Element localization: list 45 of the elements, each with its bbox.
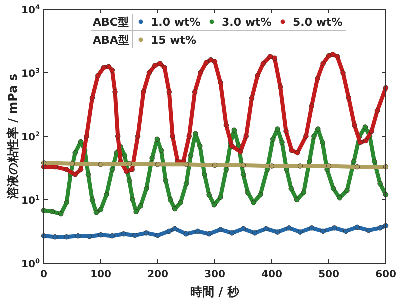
point: [110, 234, 115, 239]
point: [378, 226, 383, 231]
point: [155, 233, 161, 238]
point: [286, 226, 292, 231]
ylabel: 溶液の粘性率 / mPa s: [6, 74, 20, 200]
point: [218, 227, 224, 232]
point: [366, 228, 372, 234]
point: [212, 162, 218, 168]
xlabel: 時間 / 秒: [190, 285, 240, 299]
point: [354, 164, 360, 170]
point: [184, 162, 190, 168]
point: [275, 230, 280, 235]
point: [240, 226, 246, 232]
point: [166, 228, 172, 234]
point: [252, 230, 258, 236]
point: [309, 226, 314, 231]
point: [240, 162, 246, 168]
point: [64, 234, 70, 240]
annotation: ABA型: [93, 34, 130, 47]
point: [230, 230, 235, 236]
point: [155, 162, 161, 168]
point: [98, 162, 104, 168]
point: [144, 230, 150, 236]
point: [354, 224, 360, 230]
point: [195, 228, 200, 234]
point: [70, 161, 76, 167]
point: [269, 164, 275, 169]
point: [126, 161, 132, 167]
point: [87, 234, 92, 240]
point: [172, 226, 178, 232]
point: [298, 230, 304, 235]
point: [344, 228, 349, 234]
point: [332, 226, 338, 231]
point: [320, 228, 326, 234]
point: [121, 232, 126, 237]
point: [326, 164, 332, 169]
point: [76, 234, 81, 239]
point: [98, 232, 104, 238]
point: [184, 232, 190, 237]
point: [52, 234, 58, 240]
point: [298, 164, 304, 169]
point: [132, 233, 138, 238]
point: [264, 226, 269, 232]
point: [206, 232, 212, 237]
annotation: ABC型: [93, 16, 129, 29]
